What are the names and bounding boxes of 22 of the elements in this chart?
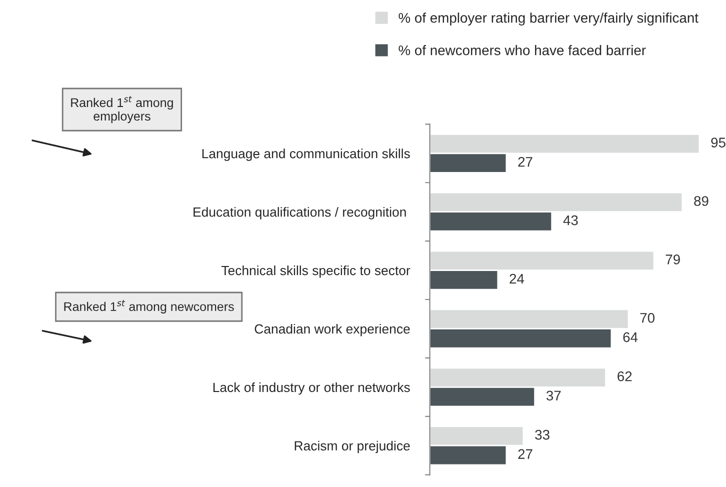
data-label: 64 (623, 332, 638, 342)
data-label: 43 (563, 215, 578, 226)
text: Ranked 1$^{st}$ among employers (71, 96, 173, 124)
data-label: 70 (640, 312, 655, 323)
data-label: 89 (694, 196, 708, 206)
data-label: 27 (518, 156, 532, 167)
data-label: 33 (535, 430, 550, 440)
y-tick-label: Canadian work experience (254, 324, 410, 336)
y-tick-label: Language and communication skills (202, 148, 410, 161)
data-label: 79 (666, 254, 680, 264)
y-tick-label: Technical skills specific to sector (221, 266, 410, 278)
data-label: 62 (618, 371, 632, 382)
legend-label: % of employer rating barrier very/fairly significant (398, 12, 698, 26)
y-tick-label: Lack of industry or other networks (213, 382, 410, 395)
text: Ranked 1$^{st}$ among newcomers (64, 300, 234, 314)
legend-label: % of newcomers who have faced barrier (398, 45, 646, 56)
data-label: 27 (518, 449, 532, 459)
y-tick-label: Racism or prejudice (294, 440, 410, 454)
y-tick-label: Education qualifications / recognition (194, 207, 406, 220)
data-label: 24 (510, 274, 524, 284)
data-label: 95 (711, 138, 726, 148)
data-label: 37 (546, 390, 561, 401)
